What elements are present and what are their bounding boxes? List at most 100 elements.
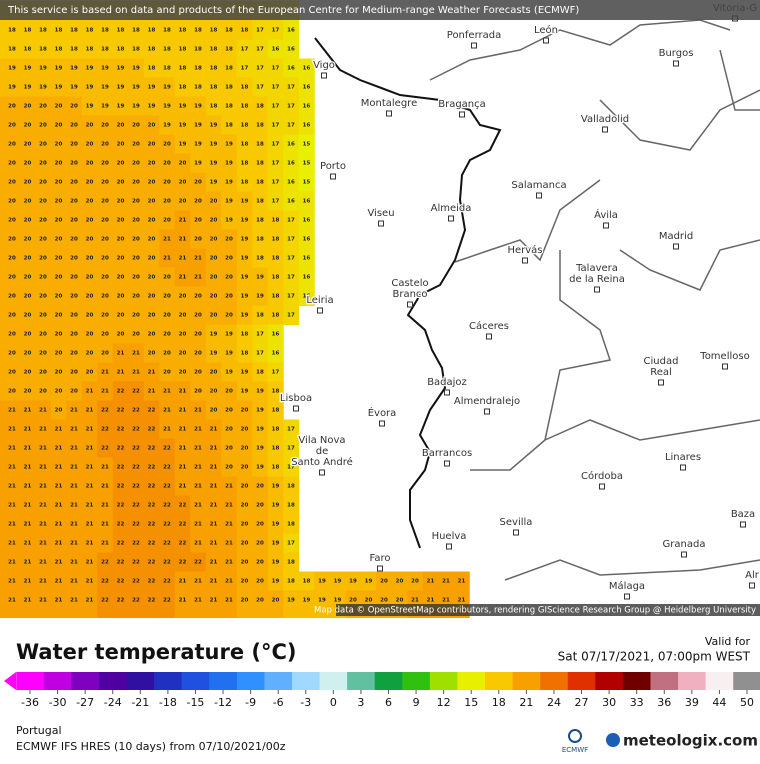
- sea-value: 20: [8, 370, 16, 376]
- sea-value: 20: [132, 256, 140, 262]
- city-label: Ávila: [594, 208, 618, 221]
- sea-cell: [174, 305, 191, 325]
- sea-value: 19: [272, 579, 280, 585]
- sea-value: 20: [8, 104, 16, 110]
- sea-value: 21: [86, 408, 94, 414]
- sea-cell: [221, 153, 238, 173]
- sea-value: 17: [272, 28, 280, 34]
- sea-value: 20: [179, 370, 187, 376]
- sea-cell: [19, 58, 36, 78]
- sea-value: 17: [272, 180, 280, 186]
- sea-value: 18: [117, 47, 125, 53]
- sea-cell: [19, 438, 36, 458]
- sea-value: 17: [287, 313, 295, 319]
- sea-value: 21: [70, 541, 78, 547]
- sea-cell: [205, 419, 222, 439]
- sea-value: 20: [148, 313, 156, 319]
- sea-cell: [0, 590, 21, 618]
- sea-value: 20: [24, 332, 32, 338]
- sea-cell: [66, 58, 83, 78]
- sea-value: 18: [163, 28, 171, 34]
- sea-cell: [112, 514, 129, 534]
- sea-value: 20: [194, 218, 202, 224]
- sea-cell: [35, 343, 52, 363]
- sea-value: 20: [39, 199, 47, 205]
- sea-cell: [35, 115, 52, 135]
- sea-cell: [35, 400, 52, 420]
- sea-value: 21: [427, 579, 435, 585]
- sea-value: 17: [287, 541, 295, 547]
- sea-cell: [50, 343, 67, 363]
- city-label: Ponferrada: [447, 30, 501, 41]
- sea-cell: [236, 134, 253, 154]
- sea-value: 20: [210, 218, 218, 224]
- sea-cell: [0, 248, 21, 268]
- city-label: Linares: [665, 452, 701, 463]
- sea-cell: [236, 343, 253, 363]
- colorbar-segment: [540, 672, 569, 690]
- sea-cell: [267, 438, 284, 458]
- sea-value: 20: [163, 161, 171, 167]
- city-marker: [386, 110, 392, 117]
- sea-value: 21: [55, 522, 63, 528]
- sea-cell: [19, 495, 36, 515]
- city-label: Évora: [368, 406, 397, 419]
- sea-cell: [97, 400, 114, 420]
- sea-value: 16: [287, 161, 295, 167]
- city-marker: [599, 483, 605, 490]
- sea-value: 19: [194, 104, 202, 110]
- sea-cell: [252, 39, 269, 59]
- sea-cell: [252, 457, 269, 477]
- sea-cell: [97, 39, 114, 59]
- sea-cell: [205, 96, 222, 116]
- sea-value: 20: [256, 598, 264, 604]
- sea-cell: [143, 77, 160, 97]
- sea-cell: [190, 381, 207, 401]
- sea-cell: [236, 476, 253, 496]
- sea-value: 20: [256, 503, 264, 509]
- sea-cell: [97, 286, 114, 306]
- sea-value: 22: [101, 446, 109, 452]
- sea-value: 21: [225, 484, 233, 490]
- sea-cell: [252, 229, 269, 249]
- sea-value: 19: [272, 522, 280, 528]
- sea-cell: [221, 115, 238, 135]
- sea-value: 22: [117, 446, 125, 452]
- city-marker: [444, 389, 450, 396]
- sea-value: 20: [225, 389, 233, 395]
- sea-cell: [267, 77, 284, 97]
- sea-value: 21: [210, 484, 218, 490]
- sea-value: 20: [241, 598, 249, 604]
- sea-cell: [35, 533, 52, 553]
- sea-value: 20: [101, 294, 109, 300]
- sea-cell: [205, 286, 222, 306]
- sea-value: 17: [256, 85, 264, 91]
- sea-value: 20: [101, 199, 109, 205]
- sea-value: 20: [86, 370, 94, 376]
- sea-cell: [66, 153, 83, 173]
- sea-cell: [190, 305, 207, 325]
- sea-cell: [35, 457, 52, 477]
- sea-value: 19: [8, 66, 16, 72]
- sea-cell: [190, 419, 207, 439]
- sea-value: 22: [163, 579, 171, 585]
- sea-cell: [50, 229, 67, 249]
- sea-value: 18: [179, 47, 187, 53]
- sea-cell: [283, 571, 300, 591]
- sea-cell: [252, 552, 269, 572]
- sea-cell: [267, 172, 284, 192]
- colorbar-segment: [236, 672, 265, 690]
- sea-value: 20: [148, 199, 156, 205]
- sea-value: 17: [272, 66, 280, 72]
- sea-cell: [128, 248, 145, 268]
- sea-cell: [112, 324, 129, 344]
- sea-value: 21: [55, 465, 63, 471]
- sea-value: 15: [303, 180, 311, 186]
- sea-cell: [174, 248, 191, 268]
- sea-value: 18: [272, 389, 280, 395]
- sea-value: 20: [101, 313, 109, 319]
- sea-cell: [221, 172, 238, 192]
- sea-value: 20: [86, 332, 94, 338]
- sea-value: 22: [163, 484, 171, 490]
